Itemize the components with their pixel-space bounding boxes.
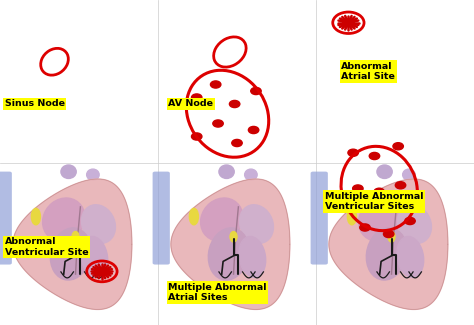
Ellipse shape <box>366 228 407 280</box>
Circle shape <box>191 94 202 101</box>
Ellipse shape <box>245 169 257 180</box>
Text: Abnormal
Atrial Site: Abnormal Atrial Site <box>341 62 395 81</box>
Text: Multiple Abnormal
Ventricular Sites: Multiple Abnormal Ventricular Sites <box>325 192 423 211</box>
Ellipse shape <box>347 208 356 225</box>
Circle shape <box>191 133 202 140</box>
Circle shape <box>210 81 221 88</box>
Ellipse shape <box>377 165 392 178</box>
FancyBboxPatch shape <box>310 172 328 265</box>
Circle shape <box>251 87 261 95</box>
Polygon shape <box>329 179 448 309</box>
Circle shape <box>96 267 108 275</box>
Ellipse shape <box>82 205 116 243</box>
Ellipse shape <box>219 165 234 178</box>
Circle shape <box>360 224 370 231</box>
Circle shape <box>343 19 354 27</box>
Ellipse shape <box>81 237 108 278</box>
Text: AV Node: AV Node <box>168 99 213 109</box>
Circle shape <box>395 182 406 189</box>
Ellipse shape <box>201 198 243 241</box>
Ellipse shape <box>359 198 401 241</box>
Circle shape <box>393 143 403 150</box>
Ellipse shape <box>72 231 79 242</box>
Ellipse shape <box>397 237 424 278</box>
Text: Abnormal
Ventricular Site: Abnormal Ventricular Site <box>5 237 88 257</box>
Polygon shape <box>171 179 290 309</box>
Polygon shape <box>13 179 132 309</box>
Text: Sinus Node: Sinus Node <box>5 99 65 109</box>
Ellipse shape <box>239 237 266 278</box>
Circle shape <box>374 188 384 195</box>
Ellipse shape <box>43 198 85 241</box>
Circle shape <box>353 185 363 192</box>
Circle shape <box>229 100 240 108</box>
FancyBboxPatch shape <box>153 172 170 265</box>
Ellipse shape <box>398 205 431 243</box>
Ellipse shape <box>402 169 415 180</box>
Circle shape <box>348 149 358 156</box>
Ellipse shape <box>388 231 395 242</box>
Circle shape <box>248 126 259 134</box>
Ellipse shape <box>190 208 199 225</box>
Circle shape <box>405 217 415 225</box>
Ellipse shape <box>230 231 237 242</box>
FancyBboxPatch shape <box>0 172 12 265</box>
Circle shape <box>369 152 380 160</box>
Ellipse shape <box>208 228 249 280</box>
Circle shape <box>213 120 223 127</box>
Ellipse shape <box>87 169 99 180</box>
Text: Multiple Abnormal
Atrial Sites: Multiple Abnormal Atrial Sites <box>168 283 267 302</box>
Circle shape <box>232 139 242 147</box>
Ellipse shape <box>61 165 76 178</box>
Ellipse shape <box>31 208 40 225</box>
Ellipse shape <box>50 228 91 280</box>
Ellipse shape <box>239 205 273 243</box>
Circle shape <box>383 230 394 238</box>
